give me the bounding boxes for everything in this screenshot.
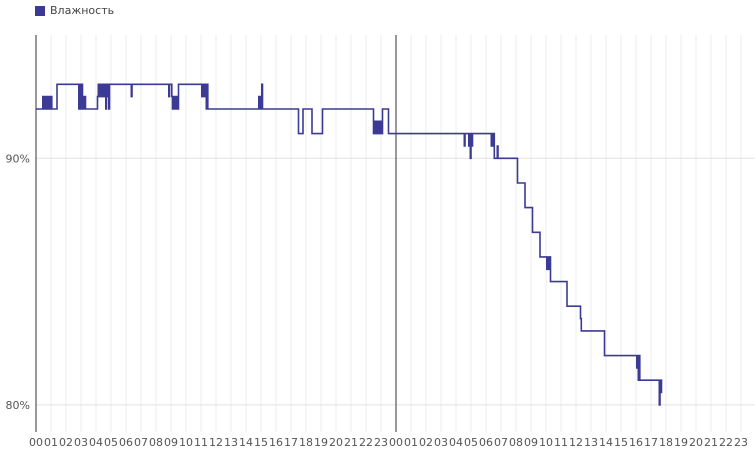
x-tick-label: 00 [389,436,403,449]
x-tick-label: 01 [44,436,58,449]
x-tick-label: 08 [149,436,163,449]
legend[interactable]: Влажность [35,4,114,17]
x-tick-label: 05 [104,436,118,449]
legend-swatch [35,5,45,16]
x-tick-label: 16 [269,436,283,449]
x-tick-label: 11 [554,436,568,449]
x-tick-label: 15 [254,436,268,449]
y-tick-label: 90% [6,152,30,165]
x-tick-label: 06 [119,436,133,449]
x-tick-label: 20 [689,436,703,449]
x-tick-label: 18 [299,436,313,449]
x-tick-label: 05 [464,436,478,449]
x-tick-label: 07 [494,436,508,449]
x-tick-label: 12 [209,436,223,449]
x-tick-label: 12 [569,436,583,449]
x-tick-label: 18 [659,436,673,449]
x-tick-label: 04 [449,436,463,449]
x-tick-label: 11 [194,436,208,449]
x-tick-label: 21 [344,436,358,449]
series-line-humidity [36,83,663,406]
x-tick-label: 02 [59,436,73,449]
x-tick-label: 03 [74,436,88,449]
x-tick-label: 09 [164,436,178,449]
x-tick-label: 07 [134,436,148,449]
x-tick-label: 06 [479,436,493,449]
x-tick-label: 08 [509,436,523,449]
x-tick-label: 16 [629,436,643,449]
x-tick-label: 13 [584,436,598,449]
x-tick-label: 17 [644,436,658,449]
x-tick-label: 10 [179,436,193,449]
x-tick-label: 00 [29,436,43,449]
x-tick-label: 03 [434,436,448,449]
x-tick-label: 21 [704,436,718,449]
x-tick-label: 01 [404,436,418,449]
x-tick-label: 09 [524,436,538,449]
x-tick-label: 23 [734,436,748,449]
x-tick-label: 14 [599,436,613,449]
x-tick-label: 22 [719,436,733,449]
x-tick-label: 04 [89,436,103,449]
x-tick-label: 22 [359,436,373,449]
x-tick-label: 20 [329,436,343,449]
x-tick-label: 02 [419,436,433,449]
x-tick-label: 13 [224,436,238,449]
x-tick-label: 15 [614,436,628,449]
legend-label: Влажность [50,4,115,17]
x-tick-label: 19 [674,436,688,449]
x-tick-label: 23 [374,436,388,449]
y-tick-label: 80% [6,399,30,412]
x-tick-label: 19 [314,436,328,449]
x-tick-label: 17 [284,436,298,449]
x-tick-label: 14 [239,436,253,449]
x-tick-label: 10 [539,436,553,449]
